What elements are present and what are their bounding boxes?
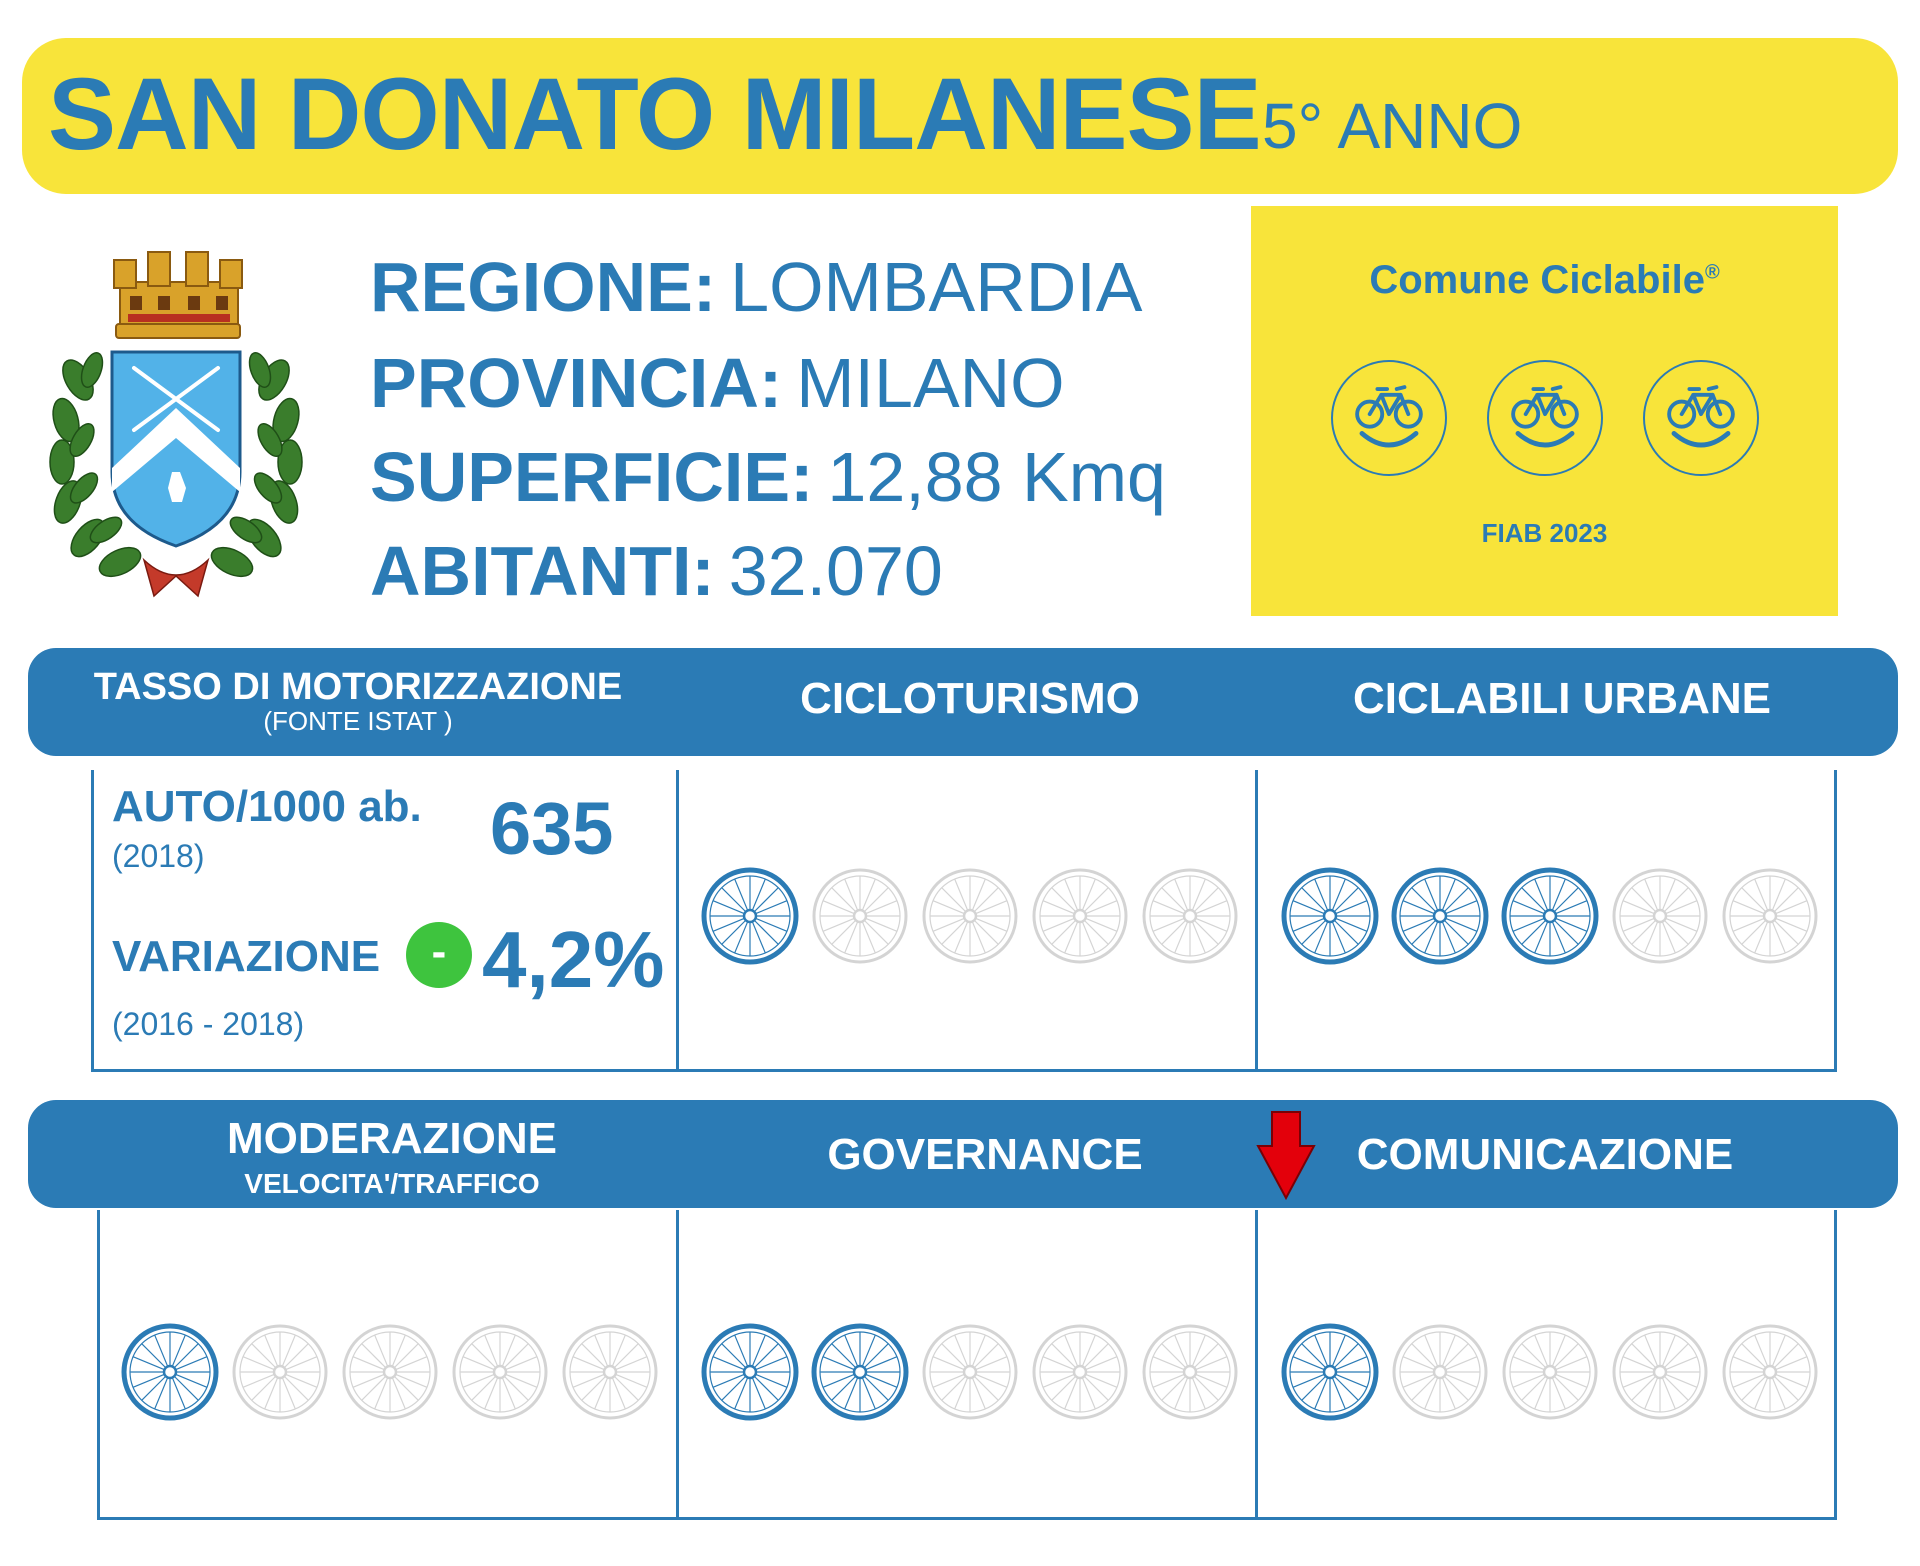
wheel-icon-empty — [340, 1322, 440, 1422]
motorizzazione-title: TASSO DI MOTORIZZAZIONE — [93, 666, 623, 708]
wheel-icon-empty — [1610, 866, 1710, 966]
info-label: ABITANTI: — [370, 532, 715, 610]
bike-smile-icon — [1331, 360, 1447, 476]
trend-down-arrow-icon — [1256, 1111, 1316, 1200]
section-header-1 — [28, 648, 1898, 756]
wheel-icon-empty — [450, 1322, 550, 1422]
info-value: 12,88 Kmq — [827, 438, 1166, 516]
wheel-icon-empty — [1500, 1322, 1600, 1422]
panel-2 — [97, 1210, 1837, 1520]
panel-1-divider — [1255, 770, 1258, 1072]
panel-2-divider — [676, 1210, 679, 1520]
comune-ciclabile-badge: Comune Ciclabile® FIAB 2023 — [1251, 206, 1838, 616]
wheel-icon-empty — [1610, 1322, 1710, 1422]
auto-year: (2018) — [112, 838, 205, 874]
moderazione-subtitle: VELOCITA'/TRAFFICO — [244, 1168, 540, 1199]
panel-2-divider — [1255, 1210, 1258, 1520]
wheel-icon-filled — [700, 866, 800, 966]
bike-smile-icon — [1487, 360, 1603, 476]
auto-value: 635 — [490, 787, 614, 870]
wheel-icon-filled — [810, 1322, 910, 1422]
city-name: SAN DONATO MILANESE — [48, 57, 1262, 171]
wheel-icon-empty — [230, 1322, 330, 1422]
minus-icon: - — [406, 922, 472, 988]
auto-label: AUTO/1000 ab. — [112, 782, 422, 831]
wheel-icon-empty — [1720, 1322, 1820, 1422]
coat-of-arms-icon — [49, 251, 303, 598]
info-abitanti: ABITANTI: 32.070 — [370, 526, 943, 616]
wheel-icon-filled — [1280, 866, 1380, 966]
wheel-icon-empty — [810, 866, 910, 966]
wheel-icon-filled — [1280, 1322, 1380, 1422]
badge-footer: FIAB 2023 — [1481, 518, 1608, 548]
wheel-icon-filled — [700, 1322, 800, 1422]
info-provincia: PROVINCIA: MILANO — [370, 338, 1065, 428]
info-label: SUPERFICIE: — [370, 438, 814, 516]
info-label: PROVINCIA: — [370, 344, 783, 422]
badge-title: Comune Ciclabile® — [1369, 258, 1720, 302]
info-value: 32.070 — [728, 532, 943, 610]
variazione-years: (2016 - 2018) — [112, 1006, 305, 1042]
wheel-icon-empty — [1390, 1322, 1490, 1422]
wheel-icon-empty — [1030, 1322, 1130, 1422]
info-label: REGIONE: — [370, 248, 717, 326]
wheel-icon-empty — [1140, 1322, 1240, 1422]
cicloturismo-title: CICLOTURISMO — [800, 674, 1140, 723]
variazione-label: VARIAZIONE — [112, 932, 381, 981]
wheel-icon-empty — [920, 1322, 1020, 1422]
section-header-2 — [28, 1100, 1898, 1208]
bike-smile-icon — [1643, 360, 1759, 476]
governance-title: GOVERNANCE — [827, 1130, 1143, 1179]
year-label: 5° ANNO — [1262, 90, 1523, 162]
title-bar — [22, 38, 1898, 194]
info-value: MILANO — [796, 344, 1065, 422]
wheel-icon-empty — [1720, 866, 1820, 966]
wheel-icon-empty — [1140, 866, 1240, 966]
ciclabili-urbane-title: CICLABILI URBANE — [1353, 674, 1771, 723]
moderazione-title: MODERAZIONE — [227, 1114, 557, 1163]
panel-1 — [91, 770, 1837, 1072]
wheel-icon-filled — [1390, 866, 1490, 966]
motorizzazione-source: (FONTE ISTAT ) — [263, 706, 453, 736]
info-regione: REGIONE: LOMBARDIA — [370, 242, 1142, 332]
panel-1-divider — [676, 770, 679, 1072]
wheel-icon-filled — [1500, 866, 1600, 966]
comunicazione-title: COMUNICAZIONE — [1356, 1130, 1734, 1179]
wheel-icon-filled — [120, 1322, 220, 1422]
variazione-value: 4,2% — [482, 915, 665, 1004]
wheel-icon-empty — [920, 866, 1020, 966]
info-value: LOMBARDIA — [730, 248, 1143, 326]
wheel-icon-empty — [560, 1322, 660, 1422]
wheel-icon-empty — [1030, 866, 1130, 966]
info-superficie: SUPERFICIE: 12,88 Kmq — [370, 432, 1166, 522]
